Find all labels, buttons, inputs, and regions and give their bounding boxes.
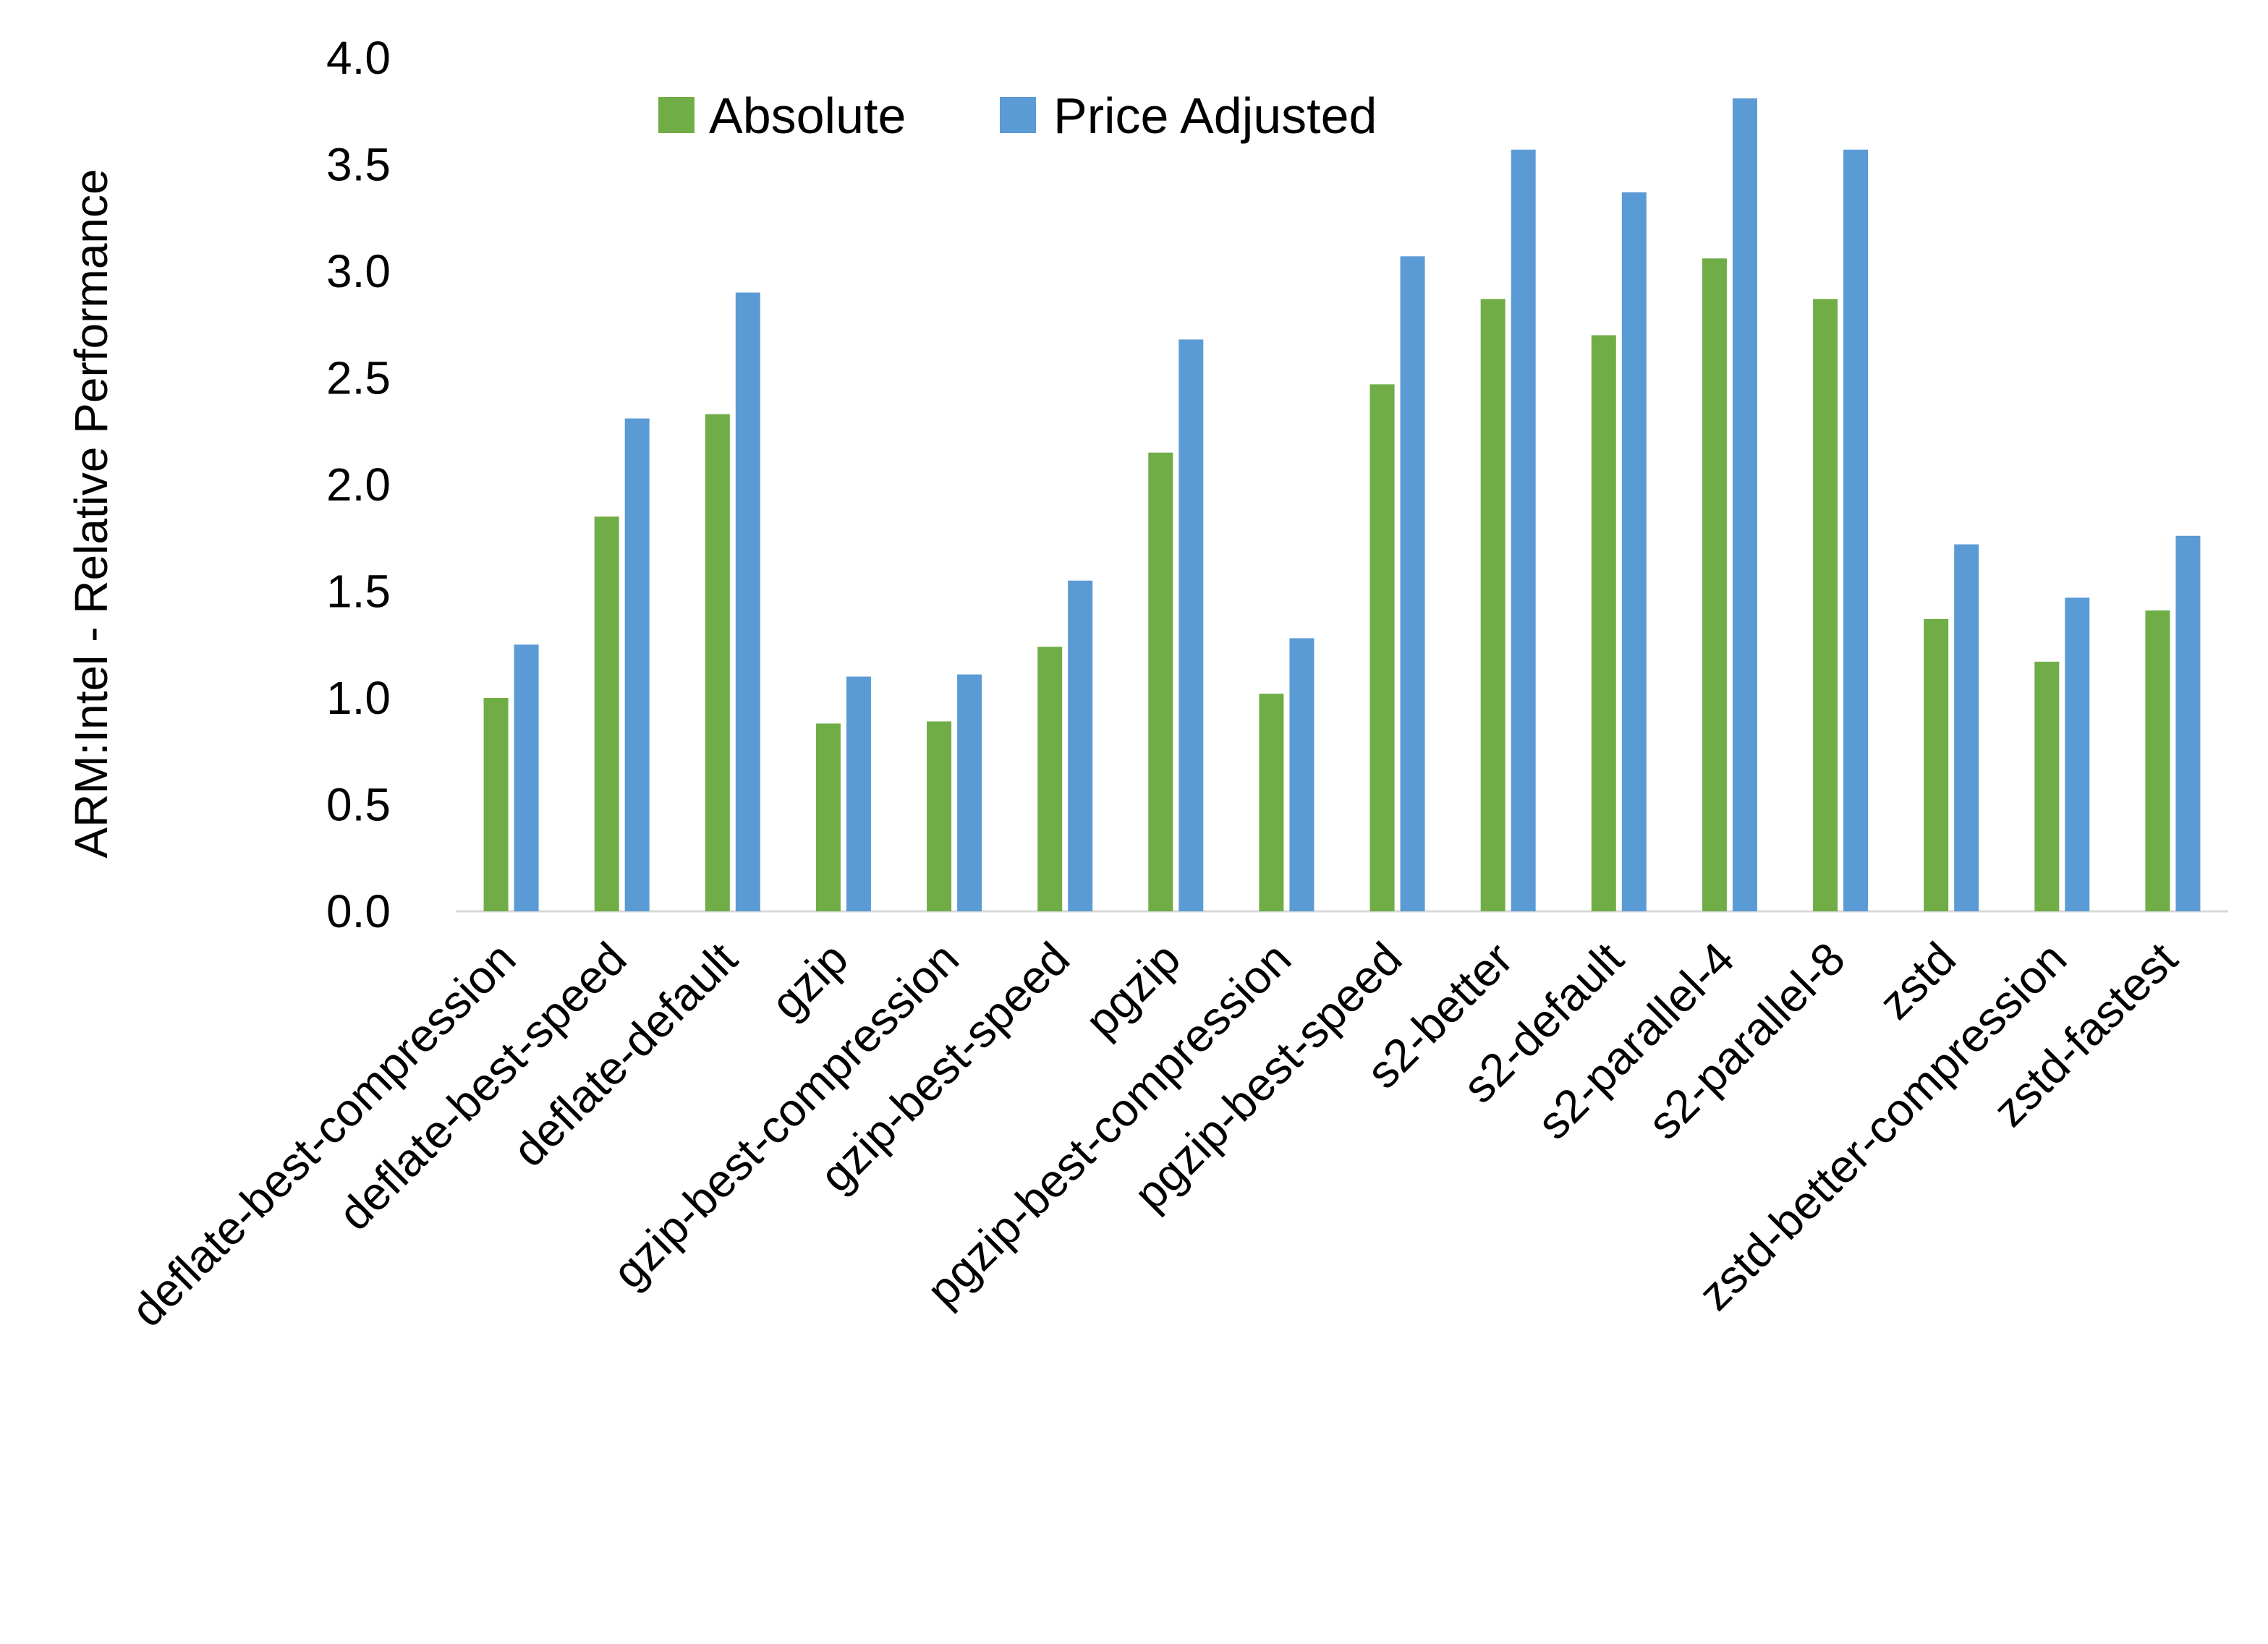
y-tick-label: 2.5 [326, 352, 391, 404]
bar-absolute-pgzip-best-compression [1259, 694, 1284, 911]
y-axis-ticks: 0.0 0.5 1.0 1.5 2.0 2.5 3.0 3.5 4.0 [326, 32, 391, 937]
bar-absolute-gzip-best-speed [1037, 647, 1063, 911]
bar-absolute-gzip [815, 723, 841, 911]
bar-price-adjusted-gzip-best-compression [957, 674, 982, 911]
y-tick-label: 1.5 [326, 566, 391, 618]
bar-price-adjusted-deflate-default [735, 292, 760, 911]
bar-price-adjusted-gzip-best-speed [1068, 580, 1093, 911]
y-tick-label: 0.5 [326, 779, 391, 831]
bar-absolute-deflate-best-compression [483, 698, 509, 911]
bar-absolute-pgzip-best-speed [1369, 384, 1395, 911]
bar-price-adjusted-zstd-better-compression [2065, 597, 2090, 911]
bar-price-adjusted-deflate-best-compression [514, 644, 539, 911]
legend-label-price-adjusted: Price Adjusted [1053, 88, 1377, 144]
y-tick-label: 2.0 [326, 459, 391, 511]
bar-absolute-deflate-best-speed [594, 516, 619, 911]
bar-absolute-s2-parallel-8 [1813, 299, 1838, 912]
y-tick-label: 3.5 [326, 139, 391, 191]
y-tick-label: 3.0 [326, 245, 391, 297]
bar-price-adjusted-zstd [1954, 544, 1979, 911]
bar-absolute-s2-better [1480, 299, 1505, 912]
x-tick-label: gzip [761, 932, 858, 1029]
y-tick-label: 1.0 [326, 672, 391, 724]
legend-swatch-price-adjusted [1000, 97, 1036, 133]
bar-absolute-zstd [1924, 618, 1949, 911]
bar-price-adjusted-pgzip [1178, 339, 1204, 911]
legend-label-absolute: Absolute [709, 88, 906, 144]
bar-price-adjusted-pgzip-best-compression [1289, 638, 1314, 911]
bar-price-adjusted-s2-parallel-4 [1732, 98, 1757, 911]
bar-absolute-pgzip [1148, 452, 1173, 911]
y-axis-title: ARM:Intel - Relative Performance [65, 169, 117, 858]
legend: Absolute Price Adjusted [658, 88, 1377, 144]
bar-absolute-zstd-fastest [2145, 610, 2170, 911]
bar-price-adjusted-s2-better [1511, 149, 1536, 912]
bar-price-adjusted-deflate-best-speed [624, 418, 650, 911]
bar-price-adjusted-zstd-fastest [2175, 535, 2201, 911]
y-tick-label: 0.0 [326, 885, 391, 937]
bar-absolute-s2-parallel-4 [1702, 258, 1727, 911]
bar-price-adjusted-gzip [846, 676, 871, 911]
bar-absolute-gzip-best-compression [927, 721, 952, 911]
bar-price-adjusted-pgzip-best-speed [1400, 256, 1425, 912]
x-tick-label: zstd [1869, 932, 1966, 1029]
bar-price-adjusted-s2-parallel-8 [1843, 149, 1869, 912]
x-axis-labels: deflate-best-compressiondeflate-best-spe… [121, 932, 2187, 1337]
bar-absolute-zstd-better-compression [2034, 661, 2060, 911]
bar-absolute-s2-default [1591, 335, 1616, 911]
bar-absolute-deflate-default [705, 414, 730, 911]
bars [483, 98, 2201, 912]
bar-price-adjusted-s2-default [1621, 192, 1647, 912]
legend-swatch-absolute [658, 97, 695, 133]
y-tick-label: 4.0 [326, 32, 391, 84]
